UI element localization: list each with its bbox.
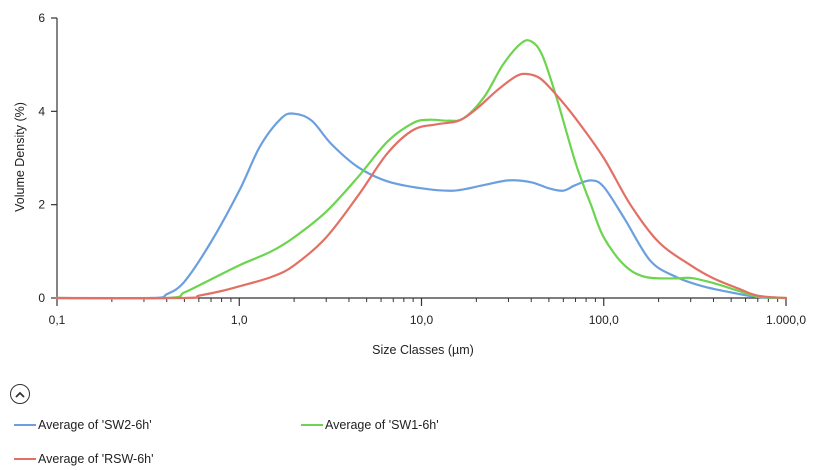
legend-label-rsw: Average of 'RSW-6h' (38, 452, 154, 466)
legend-item-sw2[interactable]: Average of 'SW2-6h' (14, 418, 152, 432)
volume-density-chart: 0,1 1,0 10,0 100,0 1.000,0 0 2 4 6 Size Classes … (13, 11, 806, 357)
series-line-rsw (55, 72, 788, 300)
y-tick-label: 4 (38, 104, 45, 118)
chart-ticks: 0,1 1,0 10,0 100,0 1.000,0 0 2 4 6 (38, 11, 806, 327)
chevron-up-icon (15, 391, 25, 398)
y-tick-label: 0 (38, 291, 45, 305)
y-tick-label: 6 (38, 11, 45, 25)
x-tick-label: 0,1 (49, 313, 66, 327)
legend-swatch-sw2 (14, 424, 36, 426)
x-tick-label: 100,0 (589, 313, 619, 327)
legend-swatch-rsw (14, 458, 36, 460)
x-axis-title: Size Classes (µm) (372, 343, 474, 357)
series-line-sw2 (55, 112, 788, 300)
x-tick-label: 10,0 (410, 313, 434, 327)
legend-label-sw1: Average of 'SW1-6h' (325, 418, 439, 432)
x-tick-label: 1.000,0 (766, 313, 806, 327)
legend-label-sw2: Average of 'SW2-6h' (38, 418, 152, 432)
legend-collapse-button[interactable] (10, 384, 30, 404)
chart-series (55, 39, 788, 300)
x-tick-label: 1,0 (231, 313, 248, 327)
series-line-sw1 (55, 39, 788, 300)
y-axis-title: Volume Density (%) (13, 102, 27, 212)
legend-item-rsw[interactable]: Average of 'RSW-6h' (14, 452, 153, 466)
y-tick-label: 2 (38, 198, 45, 212)
chart-legend: Average of 'SW2-6h' Average of 'SW1-6h' … (14, 418, 614, 468)
legend-item-sw1[interactable]: Average of 'SW1-6h' (301, 418, 439, 432)
legend-swatch-sw1 (301, 424, 323, 426)
